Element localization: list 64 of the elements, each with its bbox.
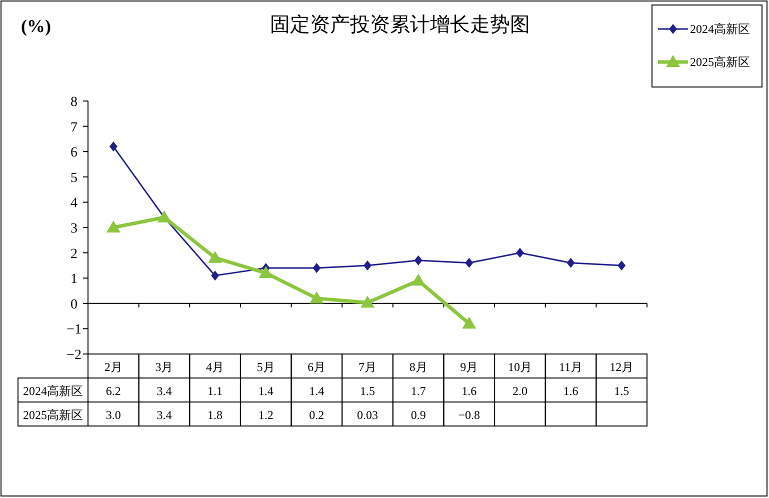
x-tick-label: 9月 (460, 360, 478, 374)
point (618, 260, 626, 270)
data-label: 1.5 (360, 384, 375, 398)
point (157, 210, 172, 222)
data-label: 1.2 (258, 408, 274, 422)
data-label: 1.5 (614, 384, 630, 398)
chart-title: 固定资产投资累计增长走势图 (270, 14, 530, 36)
x-tick-label: 2月 (104, 360, 122, 374)
x-tick-label: 4月 (206, 360, 224, 374)
point (106, 220, 120, 232)
data-label: 2.0 (512, 384, 528, 398)
point (360, 296, 374, 308)
data-label: 1.1 (208, 384, 223, 398)
data-label: 1.7 (410, 384, 426, 398)
x-tick-label: 5月 (256, 360, 275, 374)
x-tick-label: 6月 (308, 360, 326, 374)
data-label: 3.4 (156, 384, 172, 398)
data-label: 1.6 (462, 384, 477, 398)
data-label: 3.0 (106, 408, 121, 422)
x-tick-label: 12月 (610, 360, 634, 374)
point (211, 270, 220, 281)
data-label: 0.03 (357, 408, 378, 422)
data-label: 6.2 (106, 384, 121, 398)
y-tick-label: 8 (70, 95, 78, 110)
x-tick-label: 8月 (409, 360, 428, 374)
point (208, 250, 222, 263)
y-tick-label: 6 (70, 146, 78, 161)
data-label: 0.2 (309, 408, 324, 422)
legend-label: 2024高新区 (690, 22, 750, 36)
y-tick-label: 2 (70, 246, 78, 262)
x-tick-label: 7月 (358, 360, 376, 374)
text: 2025高新区 (23, 408, 83, 422)
point (258, 266, 273, 278)
data-label: 1.4 (258, 384, 274, 398)
x-tick-label: 3月 (155, 360, 174, 374)
point (516, 248, 524, 258)
data-label: 1.4 (309, 384, 324, 398)
point (566, 258, 575, 268)
data-label: 1.8 (208, 408, 223, 422)
y-tick-label: −1 (66, 322, 82, 338)
data-label: 3.4 (156, 408, 172, 422)
y-tick-label: 1 (70, 272, 78, 288)
y-tick-label: 3 (70, 222, 78, 236)
y-tick-label: −2 (66, 348, 82, 363)
x-tick-label: 10月 (508, 360, 532, 374)
data-label: 0.9 (410, 408, 426, 422)
point (465, 258, 474, 268)
text: 2024高新区 (23, 384, 83, 398)
legend-label: 2025高新区 (690, 55, 750, 69)
y-tick-label: 5 (70, 170, 78, 186)
x-tick-label: 11月 (558, 360, 583, 374)
point (414, 255, 422, 266)
y-tick-label: 4 (70, 196, 78, 212)
point (364, 260, 372, 270)
point (411, 274, 426, 286)
y-tick-label: 0 (70, 297, 78, 312)
y-tick-label: 7 (70, 120, 78, 136)
data-label: 1.6 (563, 384, 578, 398)
point (462, 316, 476, 329)
point (109, 142, 118, 152)
y-axis-title: (%) (21, 16, 51, 36)
point (310, 291, 324, 304)
data-label: −0.8 (458, 408, 480, 422)
point (312, 262, 321, 273)
